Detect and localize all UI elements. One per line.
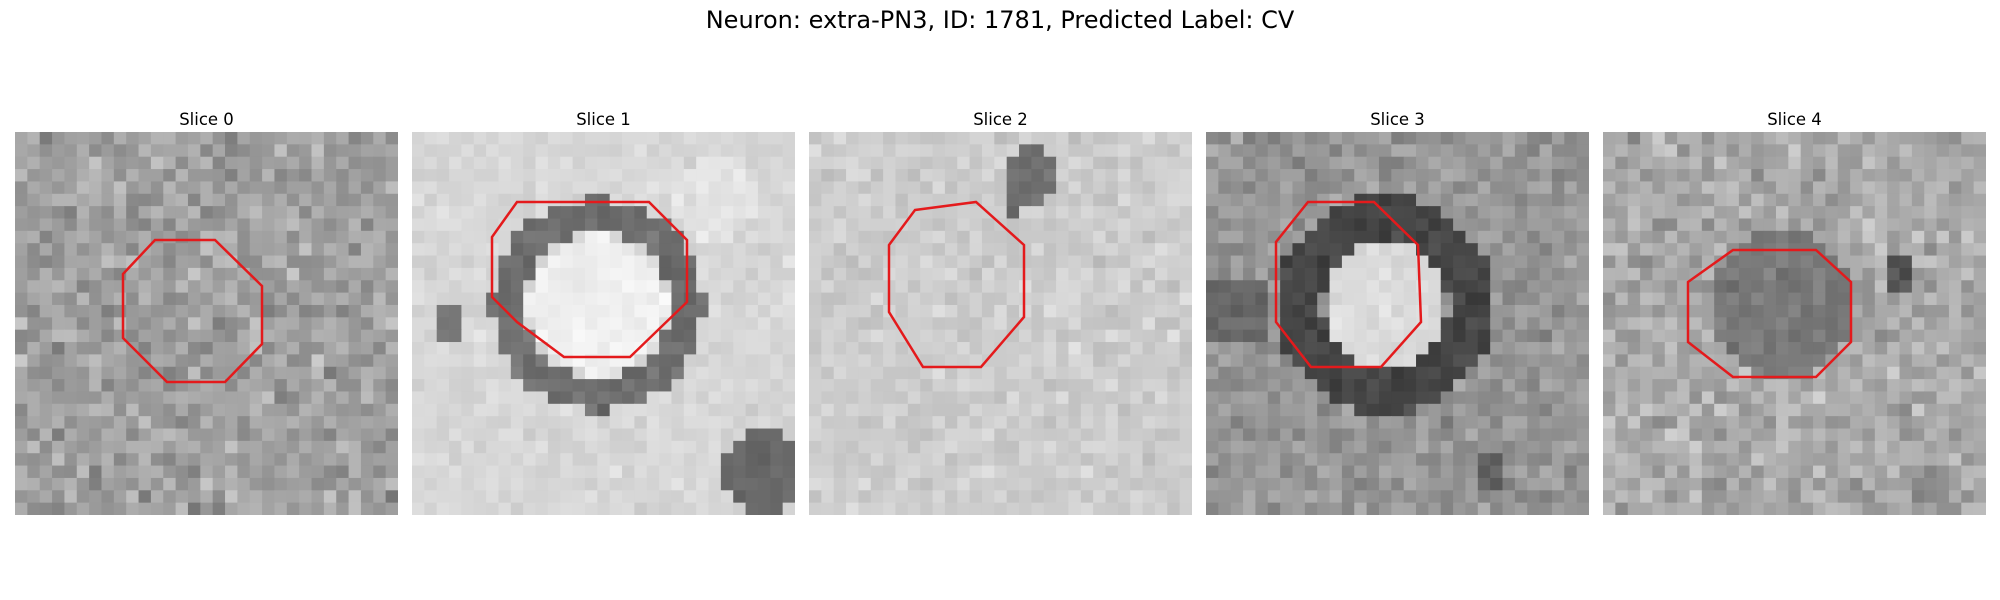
- pixel-grid: [412, 132, 795, 515]
- slice-title-0: Slice 0: [179, 110, 234, 129]
- figure-title: Neuron: extra-PN3, ID: 1781, Predicted L…: [705, 6, 1295, 34]
- slice-panel-3: Slice 3: [1206, 108, 1589, 515]
- slice-title-4: Slice 4: [1767, 110, 1822, 129]
- segmentation-contour: [887, 200, 1026, 369]
- slice-title-2: Slice 2: [973, 110, 1028, 129]
- segmentation-contour: [490, 200, 689, 359]
- slice-image-0: [15, 132, 398, 515]
- pixel-grid: [1206, 132, 1589, 515]
- slice-panel-0: Slice 0: [15, 108, 398, 515]
- slice-panel-1: Slice 1: [412, 108, 795, 515]
- pixel-grid: [809, 132, 1192, 515]
- segmentation-contour: [121, 238, 264, 384]
- slice-image-3: [1206, 132, 1589, 515]
- slice-image-1: [412, 132, 795, 515]
- slice-image-4: [1603, 132, 1986, 515]
- slice-image-2: [809, 132, 1192, 515]
- pixel-grid: [15, 132, 398, 515]
- slice-title-1: Slice 1: [576, 110, 631, 129]
- segmentation-contour: [1274, 200, 1423, 369]
- slice-title-3: Slice 3: [1370, 110, 1425, 129]
- pixel-grid: [1603, 132, 1986, 515]
- slice-panel-2: Slice 2: [809, 108, 1192, 515]
- segmentation-contour: [1686, 248, 1853, 379]
- slice-panel-4: Slice 4: [1603, 108, 1986, 515]
